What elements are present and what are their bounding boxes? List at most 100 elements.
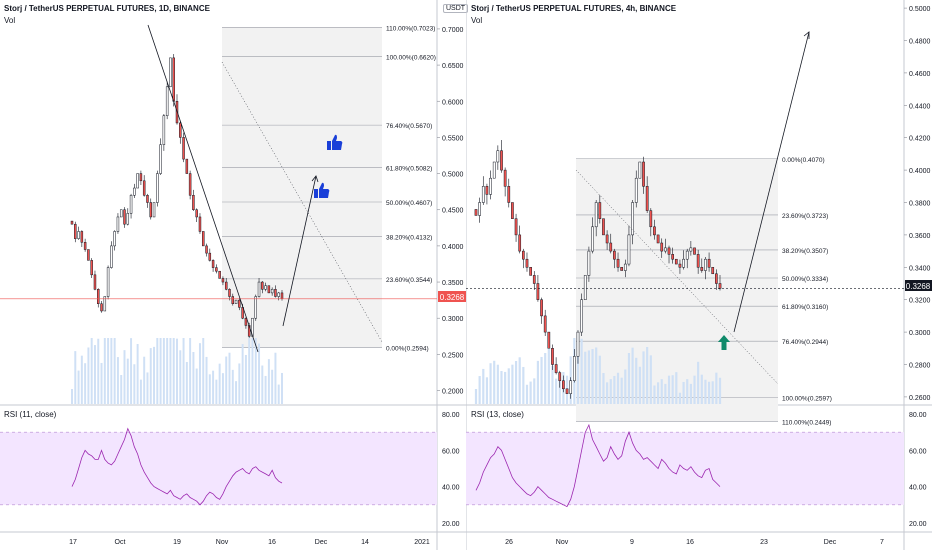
candle-body	[261, 281, 264, 290]
volume-bar	[153, 346, 156, 404]
right-vol-label: Vol	[471, 16, 483, 25]
candle-body	[696, 254, 700, 268]
candle-body	[627, 234, 631, 265]
candle-body	[224, 281, 228, 290]
candle-body	[185, 158, 189, 174]
fib-level-label: 76.40%(0.5670)	[386, 123, 432, 130]
volume-bar	[264, 375, 267, 404]
candle-body	[80, 231, 84, 243]
candle-body	[496, 150, 500, 163]
fib-level-label: 61.80%(0.5082)	[386, 166, 432, 173]
candle-body	[142, 180, 146, 196]
volume-bar	[130, 338, 133, 404]
volume-bar	[649, 355, 652, 404]
candle-body	[228, 289, 231, 297]
fib-level-label: 61.80%(0.3160)	[782, 304, 828, 311]
fib-level-label: 50.00%(0.3334)	[782, 276, 828, 283]
volume-bar	[507, 368, 510, 404]
volume-bar	[635, 357, 638, 404]
candle-body	[511, 202, 514, 219]
thumbs-up-icon	[314, 182, 330, 198]
volume-bar	[631, 347, 634, 404]
volume-bar	[228, 352, 231, 404]
volume-bar	[656, 382, 660, 404]
candle-body	[106, 267, 110, 297]
volume-bar	[606, 382, 609, 404]
candle-body	[620, 267, 624, 271]
candle-body	[188, 173, 192, 196]
volume-bar	[71, 389, 73, 404]
fib-level-label: 100.00%(0.6620)	[386, 54, 436, 61]
fib-level-label: 23.60%(0.3544)	[386, 277, 432, 284]
right-chart-canvas[interactable]: 0.00%(0.4070) 23.60%(0.3723) 38.20%(0.3507…	[466, 0, 932, 550]
candle-body	[536, 283, 540, 300]
price-tick-label: 0.4200	[909, 136, 931, 143]
candle-body	[270, 289, 274, 294]
candle-body	[634, 177, 638, 203]
volume-bar	[689, 383, 692, 404]
candle-body	[280, 292, 284, 299]
price-tick-label: 0.7000	[442, 27, 464, 34]
volume-bar	[97, 338, 100, 404]
volume-bar	[576, 353, 580, 404]
currency-badge[interactable]: USDT	[443, 4, 469, 13]
volume-bar	[271, 369, 274, 404]
volume-bar	[202, 338, 205, 404]
volume-bar	[697, 361, 700, 404]
volume-bar	[192, 352, 195, 404]
volume-bar	[667, 375, 671, 404]
volume-bar	[718, 377, 722, 404]
candle-body	[591, 226, 594, 252]
candle-body	[231, 296, 235, 304]
right-projection-arrow[interactable]	[733, 31, 810, 333]
price-tick-label: 0.4400	[909, 103, 931, 110]
candle-body	[645, 186, 649, 211]
time-tick-label: 16	[268, 539, 276, 546]
volume-bar	[225, 356, 228, 404]
volume-bar	[584, 351, 587, 404]
candle-body	[616, 258, 620, 268]
fib-level-label: 110.00%(0.2449)	[782, 419, 831, 426]
candle-body	[211, 260, 215, 268]
left-chart-canvas[interactable]: 110.00%(0.7023) 100.00%(0.6620) 76.40%(0.5…	[0, 0, 466, 550]
volume-bar	[489, 363, 492, 404]
candle-body	[264, 285, 267, 290]
volume-bar	[123, 350, 126, 404]
left-downtrend-line[interactable]	[147, 24, 259, 353]
left-projection-arrow[interactable]	[282, 175, 317, 327]
candle-body	[547, 331, 551, 349]
candle-body	[478, 202, 481, 216]
rsi-tick-label: 60.00	[442, 448, 460, 455]
volume-bar	[707, 381, 711, 404]
candle-body	[718, 283, 722, 289]
candle-body	[598, 202, 602, 219]
left-rsi-line	[71, 427, 283, 506]
fib-level-label: 38.20%(0.3507)	[782, 248, 828, 255]
candle-body	[172, 57, 175, 102]
volume-bar	[120, 375, 123, 404]
volume-bar	[591, 349, 594, 404]
volume-bar	[281, 372, 283, 404]
price-tick-label: 0.3000	[442, 316, 464, 323]
volume-bar	[627, 353, 631, 404]
candle-body	[77, 231, 80, 239]
volume-bar	[493, 360, 496, 404]
volume-bar	[642, 351, 645, 404]
candle-body	[156, 173, 159, 203]
volume-bar	[205, 356, 208, 404]
rsi-tick-label: 20.00	[442, 521, 460, 528]
candle-body	[136, 173, 139, 189]
candle-body	[74, 223, 77, 239]
rsi-tick-label: 80.00	[909, 412, 927, 419]
volume-bar	[598, 355, 601, 404]
volume-bar	[700, 374, 703, 404]
volume-bar	[482, 368, 485, 404]
candle-body	[678, 263, 682, 268]
volume-bar	[254, 338, 257, 404]
price-tick-label: 0.2600	[909, 395, 931, 402]
candle-body	[529, 267, 532, 276]
volume-bar	[182, 338, 185, 404]
candle-body	[162, 115, 166, 145]
price-tick-label: 0.4000	[442, 244, 464, 251]
candle-body	[602, 218, 605, 236]
